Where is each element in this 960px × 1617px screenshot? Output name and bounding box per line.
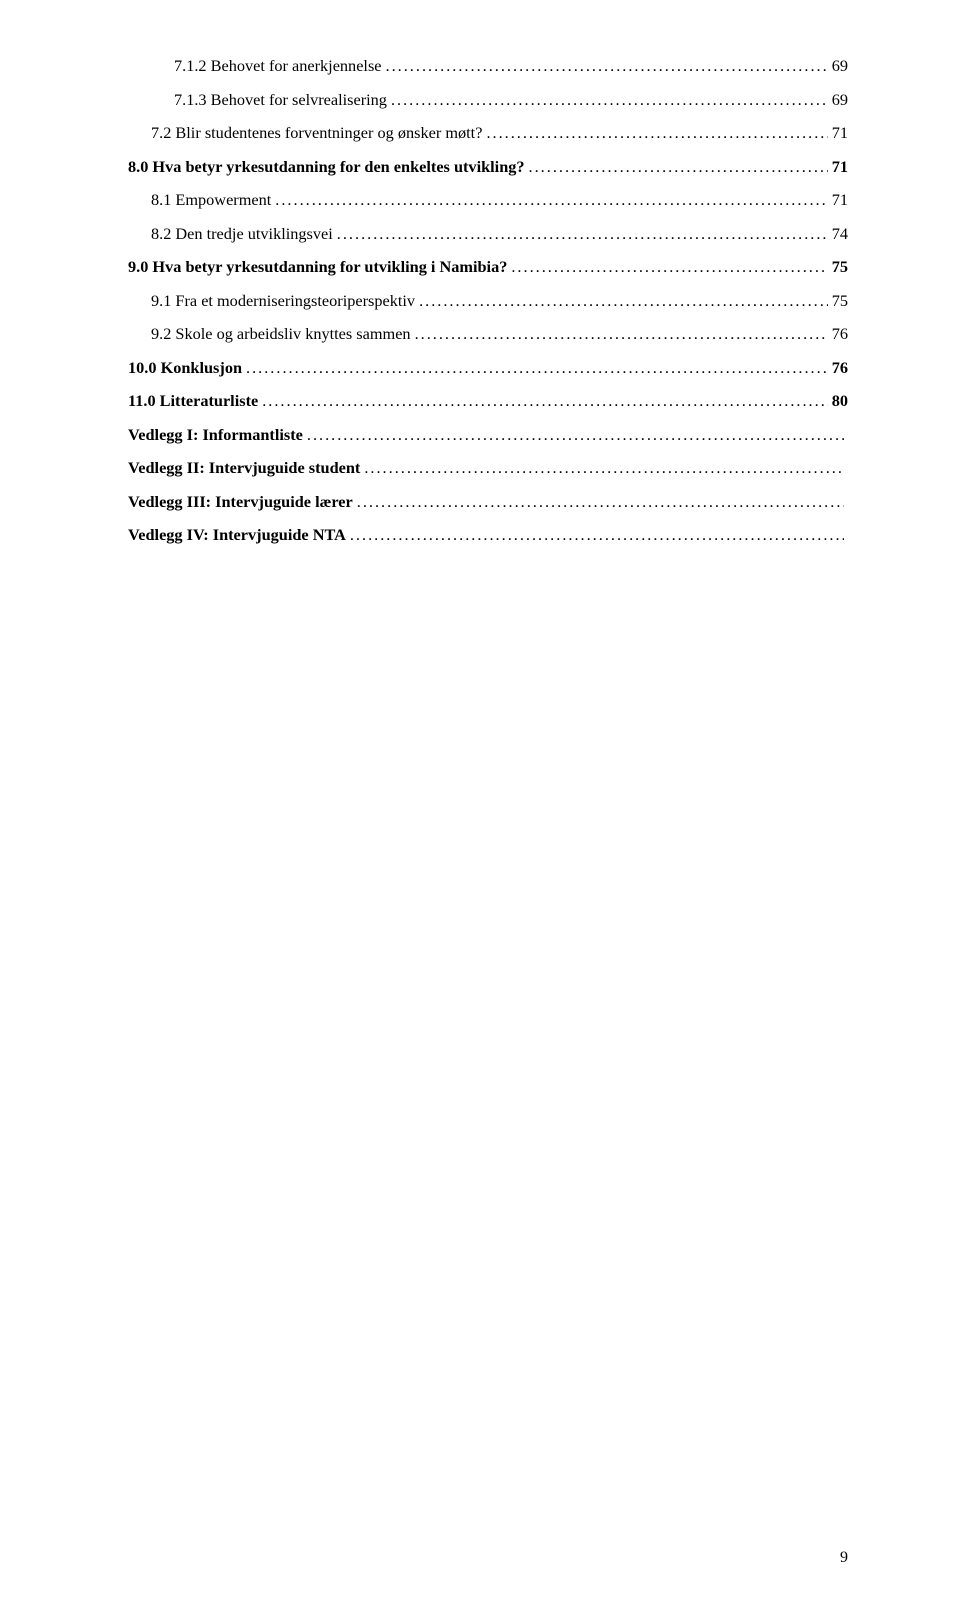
page-number: 9 bbox=[840, 1549, 848, 1567]
toc-entry: Vedlegg III: Intervjuguide lærer bbox=[128, 492, 848, 512]
toc-leader bbox=[262, 391, 828, 411]
toc-entry-label: Vedlegg I: Informantliste bbox=[128, 425, 303, 445]
toc-leader bbox=[246, 358, 828, 378]
toc-entry: Vedlegg I: Informantliste bbox=[128, 425, 848, 445]
toc-entry-page: 69 bbox=[832, 90, 848, 110]
toc-leader bbox=[419, 291, 828, 311]
toc-entry-page: 69 bbox=[832, 56, 848, 76]
toc-entry-page: 71 bbox=[832, 157, 848, 177]
toc-entry-label: 9.0 Hva betyr yrkesutdanning for utvikli… bbox=[128, 257, 507, 277]
toc-entry-label: 8.2 Den tredje utviklingsvei bbox=[151, 224, 333, 244]
toc-entry: 8.1 Empowerment 71 bbox=[128, 190, 848, 210]
toc-entry-label: 9.2 Skole og arbeidsliv knyttes sammen bbox=[151, 324, 411, 344]
toc-entry-page: 75 bbox=[832, 291, 848, 311]
toc-entry-page: 71 bbox=[832, 190, 848, 210]
toc-entry: 7.2 Blir studentenes forventninger og øn… bbox=[128, 123, 848, 143]
table-of-contents: 7.1.2 Behovet for anerkjennelse697.1.3 B… bbox=[128, 56, 848, 545]
toc-leader bbox=[529, 157, 828, 177]
toc-leader bbox=[307, 425, 844, 445]
toc-entry-page: 76 bbox=[832, 358, 848, 378]
toc-entry: 9.0 Hva betyr yrkesutdanning for utvikli… bbox=[128, 257, 848, 277]
toc-entry-page: 75 bbox=[832, 257, 848, 277]
toc-leader bbox=[350, 525, 844, 545]
toc-entry-label: 11.0 Litteraturliste bbox=[128, 391, 258, 411]
toc-entry-page: 74 bbox=[832, 224, 848, 244]
toc-entry: 7.1.3 Behovet for selvrealisering 69 bbox=[128, 90, 848, 110]
toc-entry-label: 8.1 Empowerment bbox=[151, 190, 271, 210]
toc-leader bbox=[391, 90, 828, 110]
toc-leader bbox=[486, 123, 827, 143]
toc-entry: Vedlegg II: Intervjuguide student bbox=[128, 458, 848, 478]
toc-entry-label: 7.1.2 Behovet for anerkjennelse bbox=[174, 56, 382, 76]
toc-entry-label: Vedlegg IV: Intervjuguide NTA bbox=[128, 525, 346, 545]
toc-entry: 7.1.2 Behovet for anerkjennelse 69 bbox=[128, 56, 848, 76]
toc-leader bbox=[511, 257, 827, 277]
toc-entry-page: 80 bbox=[832, 391, 848, 411]
toc-leader bbox=[337, 224, 828, 244]
toc-entry: 9.2 Skole og arbeidsliv knyttes sammen 76 bbox=[128, 324, 848, 344]
toc-entry: 9.1 Fra et moderniseringsteoriperspektiv… bbox=[128, 291, 848, 311]
toc-entry-label: 7.2 Blir studentenes forventninger og øn… bbox=[151, 123, 482, 143]
toc-entry: 10.0 Konklusjon 76 bbox=[128, 358, 848, 378]
toc-entry: Vedlegg IV: Intervjuguide NTA bbox=[128, 525, 848, 545]
toc-entry-label: 9.1 Fra et moderniseringsteoriperspektiv bbox=[151, 291, 415, 311]
toc-leader bbox=[275, 190, 827, 210]
toc-entry-label: 10.0 Konklusjon bbox=[128, 358, 242, 378]
toc-entry: 8.2 Den tredje utviklingsvei 74 bbox=[128, 224, 848, 244]
toc-leader bbox=[415, 324, 828, 344]
toc-entry: 8.0 Hva betyr yrkesutdanning for den enk… bbox=[128, 157, 848, 177]
toc-entry-label: Vedlegg II: Intervjuguide student bbox=[128, 458, 360, 478]
toc-leader bbox=[357, 492, 844, 512]
toc-entry-label: 7.1.3 Behovet for selvrealisering bbox=[174, 90, 387, 110]
toc-entry: 11.0 Litteraturliste 80 bbox=[128, 391, 848, 411]
toc-entry-page: 71 bbox=[832, 123, 848, 143]
toc-leader bbox=[364, 458, 844, 478]
toc-entry-label: Vedlegg III: Intervjuguide lærer bbox=[128, 492, 353, 512]
toc-entry-page: 76 bbox=[832, 324, 848, 344]
toc-leader bbox=[386, 56, 828, 76]
toc-entry-label: 8.0 Hva betyr yrkesutdanning for den enk… bbox=[128, 157, 525, 177]
